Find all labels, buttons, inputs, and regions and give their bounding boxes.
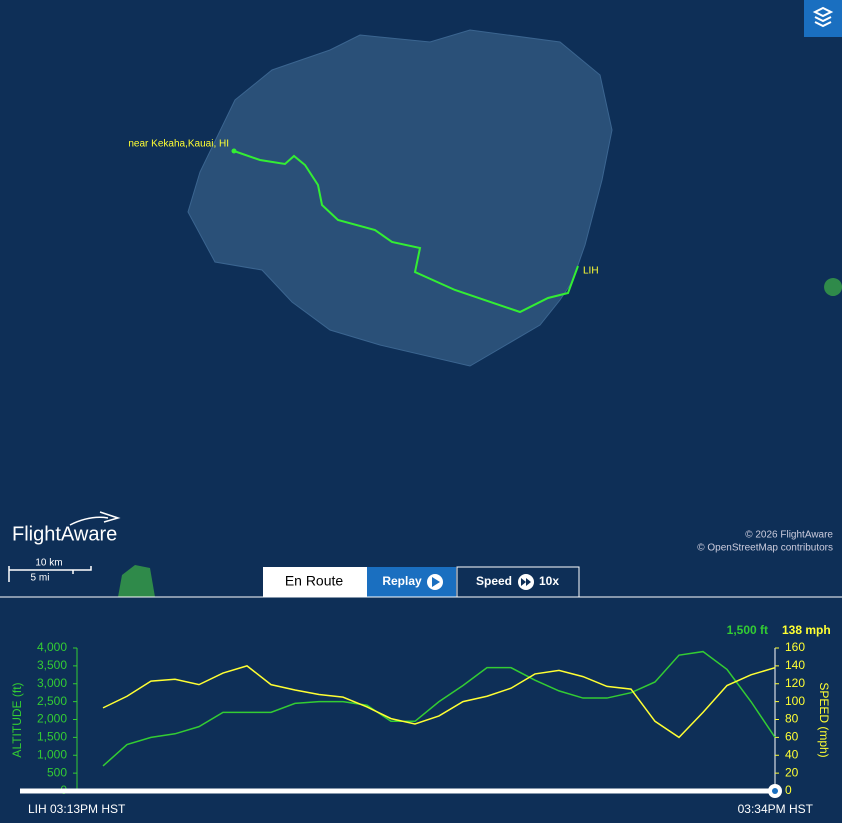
y2-tick-label: 40 [785,747,799,761]
start-time: LIH 03:13PM HST [28,802,126,816]
y-tick-label: 3,500 [37,658,67,672]
y2-tick-label: 60 [785,730,799,744]
origin-label: near Kekaha,Kauai, HI [128,139,229,150]
y2-tick-label: 80 [785,712,799,726]
logo: FlightAware [12,523,117,545]
scale-bar [8,566,92,582]
y2-axis-title: SPEED (mph) [817,682,831,757]
fast-icon [521,578,531,586]
chart: 0 500 1,000 1,500 2,000 2,500 3,000 3,500 4,000 0… [10,623,831,816]
progress-handle-dot [772,788,778,794]
speed-value: 10x [539,574,559,588]
layers-button[interactable] [804,0,842,37]
scale-metric: 10 km [35,558,62,569]
series-line [102,650,776,767]
destination-label: LIH [583,266,599,277]
y-tick-label: 2,500 [37,694,67,708]
y-tick-label: 2,000 [37,712,67,726]
y-tick-label: 4,000 [37,640,67,654]
attribution[interactable]: © OpenStreetMap contributors [697,543,833,554]
origin-point [231,148,237,154]
flight-path [233,150,579,314]
readout: 1,500 ft [727,623,768,637]
scale-imperial: 5 mi [31,573,50,584]
y-axis-title: ALTITUDE (ft) [10,682,24,757]
attribution: © 2026 FlightAware [745,530,833,541]
tab-label: Speed [476,574,512,588]
tab-en-route[interactable] [263,567,367,597]
y2-tick-label: 160 [785,640,805,654]
series-line [102,665,776,739]
y2-tick-label: 140 [785,658,805,672]
tab-label: Replay [382,574,422,588]
readout: 138 mph [782,623,831,637]
y2-tick-label: 120 [785,676,805,690]
tab-label: En Route [285,573,344,589]
y-tick-label: 1,500 [37,730,67,744]
cloud [118,565,155,597]
y2-tick-label: 0 [785,783,792,797]
logo-plane [69,511,121,526]
y-tick-label: 500 [47,765,67,779]
cloud [824,278,842,296]
play-icon [432,577,440,587]
end-time: 03:34PM HST [738,802,814,816]
y2-tick-label: 100 [785,694,805,708]
island [187,29,613,367]
y2-tick-label: 20 [785,765,799,779]
y-tick-label: 3,000 [37,676,67,690]
layers-icon [812,6,834,28]
y-tick-label: 1,000 [37,747,67,761]
